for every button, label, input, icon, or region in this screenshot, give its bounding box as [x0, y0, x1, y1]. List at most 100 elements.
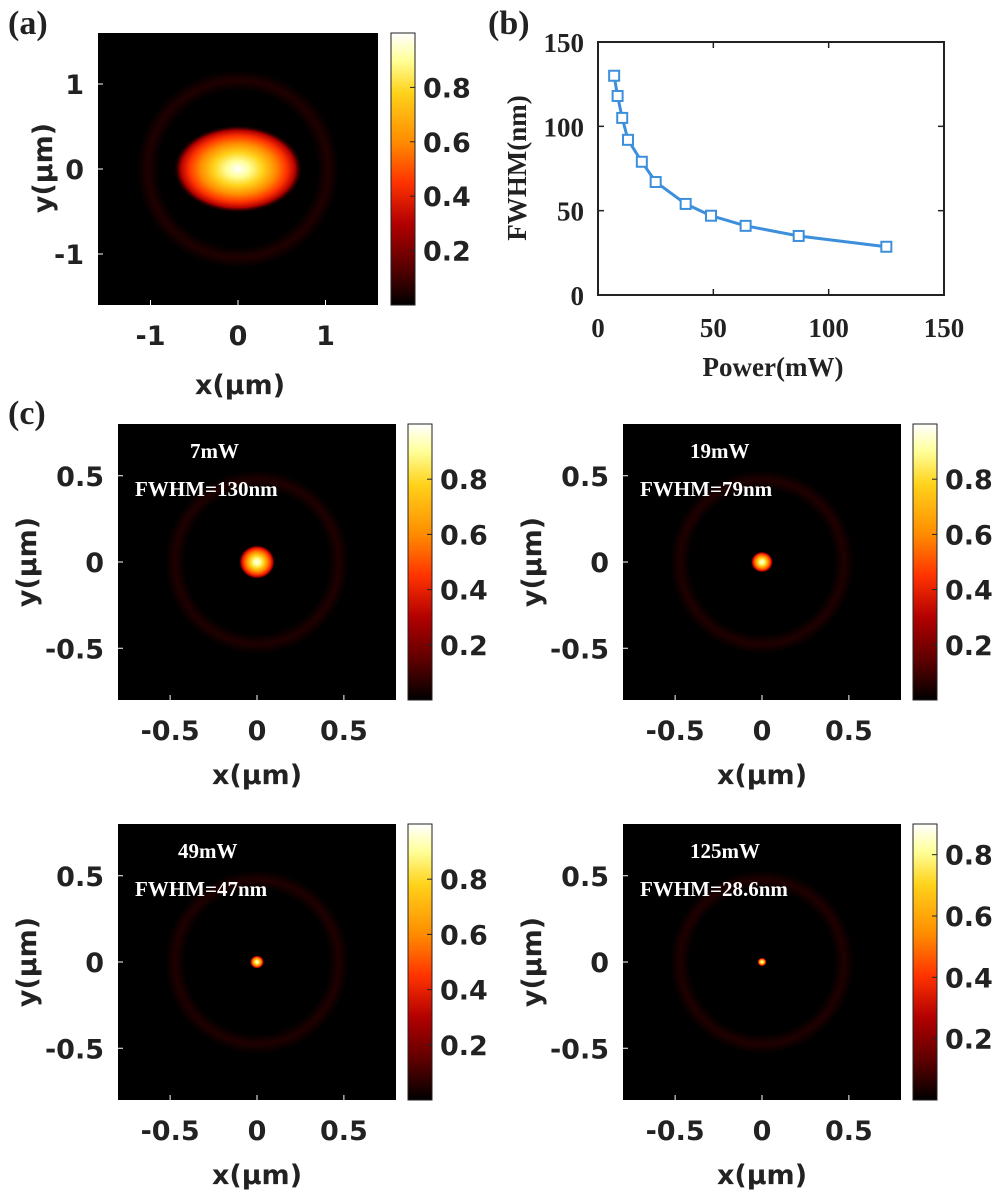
line-b-point — [608, 69, 621, 82]
line-b-ytick-label: 100 — [544, 112, 585, 142]
heatmap-c1-xtick-label: 0 — [248, 716, 267, 747]
heatmap-c1-annotation-fwhm: FWHM=130nm — [135, 477, 278, 501]
panel-letter-c: (c) — [8, 395, 46, 432]
panel-c4: 125mW FWHM=28.6nm -0.5 0 0.5 -0.5 0 0.5 x(μm)… — [517, 823, 993, 1191]
heatmap-a-xlabel: x(μm) — [195, 370, 285, 401]
heatmap-c4-ytick-label: -0.5 — [550, 1034, 609, 1065]
colorbar-c1-tick-label: 0.2 — [440, 631, 488, 662]
colorbar-a-tick-label: 0.2 — [423, 237, 471, 268]
heatmap-c2-axes: -0.5 0 0.5 -0.5 0 0.5 — [550, 462, 873, 747]
line-b-point — [792, 229, 805, 242]
line-b-ylabel: FWHM(nm) — [502, 95, 532, 240]
colorbar-c3-tick-label: 0.6 — [440, 920, 488, 951]
colorbar-c3 — [407, 823, 433, 1101]
line-b-point — [621, 133, 634, 146]
heatmap-a-xtick-label: 0 — [229, 321, 248, 352]
heatmap-c2-annotation-power: 19mW — [690, 439, 750, 463]
colorbar-c4-tick-label: 0.2 — [945, 1025, 993, 1056]
heatmap-a-ytick-label: 1 — [65, 70, 84, 101]
heatmap-c2-ytick-label: -0.5 — [550, 634, 609, 665]
heatmap-c4-ytick-label: 0 — [590, 948, 609, 979]
colorbar-a-tick-label: 0.4 — [423, 182, 471, 213]
heatmap-c2-ytick-label: 0 — [590, 548, 609, 579]
heatmap-c1-ytick-label: 0 — [85, 548, 104, 579]
colorbar-c4-tick-label: 0.6 — [945, 902, 993, 933]
line-b-ytick-label: 150 — [544, 28, 585, 58]
heatmap-c1-axes: -0.5 0 0.5 -0.5 0 0.5 — [45, 462, 368, 747]
heatmap-c1-xtick-label: -0.5 — [141, 716, 200, 747]
heatmap-c3-xtick-label: 0 — [248, 1116, 267, 1147]
panel-a: -1 0 1 -1 0 1 x(μm) y(μm) 0.2 0.4 0.6 0.8 — [28, 32, 471, 401]
line-b-markers — [608, 69, 893, 253]
line-b-frame — [597, 41, 945, 296]
heatmap-c4-axes: -0.5 0 0.5 -0.5 0 0.5 — [550, 862, 873, 1147]
heatmap-c2-xlabel: x(μm) — [717, 760, 807, 791]
heatmap-c3-ytick-label: 0.5 — [56, 862, 104, 893]
line-b-xtick-label: 150 — [924, 313, 965, 343]
heatmap-c4-xtick-label: 0 — [753, 1116, 772, 1147]
line-b-axes: 0 50 100 150 0 50 100 150 — [544, 28, 965, 343]
line-b-point — [739, 219, 752, 232]
colorbar-c3-tick-label: 0.2 — [440, 1031, 488, 1062]
line-b-point — [705, 209, 718, 222]
colorbar-c1 — [407, 423, 433, 701]
colorbar-c4 — [912, 823, 938, 1101]
heatmap-c3-ytick-label: 0 — [85, 948, 104, 979]
heatmap-c3-ylabel: y(μm) — [12, 917, 43, 1007]
line-b-point — [649, 175, 662, 188]
line-b-point — [635, 155, 648, 168]
colorbar-c4-tick-label: 0.4 — [945, 963, 993, 994]
heatmap-c2-xtick-label: 0.5 — [825, 716, 873, 747]
colorbar-c4-ticks: 0.2 0.4 0.6 0.8 — [932, 841, 993, 1056]
colorbar-a-tick-label: 0.6 — [423, 128, 471, 159]
heatmap-c4-ylabel: y(μm) — [517, 917, 548, 1007]
colorbar-c4-tick-label: 0.8 — [945, 841, 993, 872]
heatmap-c2-ytick-label: 0.5 — [561, 462, 609, 493]
heatmap-c4-annotation-power: 125mW — [690, 839, 760, 863]
heatmap-c1-ytick-label: -0.5 — [45, 634, 104, 665]
panel-c3: 49mW FWHM=47nm -0.5 0 0.5 -0.5 0 0.5 x(μm) y(… — [12, 823, 488, 1191]
line-b-xtick-label: 0 — [591, 313, 605, 343]
colorbar-c2-tick-label: 0.8 — [945, 465, 993, 496]
colorbar-c1-tick-label: 0.6 — [440, 520, 488, 551]
heatmap-c2-spot — [751, 551, 773, 573]
colorbar-c3-ticks: 0.2 0.4 0.6 0.8 — [427, 865, 488, 1062]
colorbar-c3-tick-label: 0.8 — [440, 865, 488, 896]
heatmap-a-ytick-label: -1 — [54, 240, 84, 271]
line-b-xtick-label: 50 — [700, 313, 727, 343]
heatmap-c3-xtick-label: 0.5 — [320, 1116, 368, 1147]
colorbar-c1-ticks: 0.2 0.4 0.6 0.8 — [427, 465, 488, 662]
panel-c2: 19mW FWHM=79nm -0.5 0 0.5 -0.5 0 0.5 x(μm) y(… — [517, 423, 993, 791]
colorbar-a — [390, 32, 416, 306]
line-b-point — [880, 240, 893, 253]
colorbar-c1-tick-label: 0.8 — [440, 465, 488, 496]
heatmap-a-ylabel: y(μm) — [28, 123, 59, 213]
panel-b: 0 50 100 150 0 50 100 150 Power(mW) FWHM(nm) — [502, 28, 964, 382]
colorbar-c2-ticks: 0.2 0.4 0.6 0.8 — [932, 465, 993, 662]
line-b-point — [679, 197, 692, 210]
heatmap-c4-xtick-label: -0.5 — [646, 1116, 705, 1147]
panel-letter-b: (b) — [488, 5, 530, 42]
heatmap-c1-xtick-label: 0.5 — [320, 716, 368, 747]
line-b-xlabel: Power(mW) — [703, 352, 844, 382]
heatmap-a-ytick-label: 0 — [65, 155, 84, 186]
heatmap-c1-spot — [239, 545, 275, 579]
heatmap-c3-xlabel: x(μm) — [212, 1160, 302, 1191]
heatmap-a-xtick-label: -1 — [136, 321, 166, 352]
heatmap-c2-ylabel: y(μm) — [517, 517, 548, 607]
line-b-point — [611, 89, 624, 102]
colorbar-a-tick-label: 0.8 — [423, 73, 471, 104]
heatmap-c3-annotation-power: 49mW — [178, 839, 238, 863]
heatmap-c2-xtick-label: -0.5 — [646, 716, 705, 747]
colorbar-c3-tick-label: 0.4 — [440, 976, 488, 1007]
heatmap-c3-spot — [250, 955, 264, 969]
heatmap-c3-annotation-fwhm: FWHM=47nm — [135, 877, 268, 901]
panel-letter-a: (a) — [8, 5, 48, 42]
heatmap-c3-xtick-label: -0.5 — [141, 1116, 200, 1147]
colorbar-c2-tick-label: 0.4 — [945, 576, 993, 607]
heatmap-a-axes: -1 0 1 -1 0 1 — [54, 70, 335, 352]
line-b-point — [616, 111, 629, 124]
heatmap-c1-xlabel: x(μm) — [212, 760, 302, 791]
colorbar-c2-tick-label: 0.6 — [945, 520, 993, 551]
